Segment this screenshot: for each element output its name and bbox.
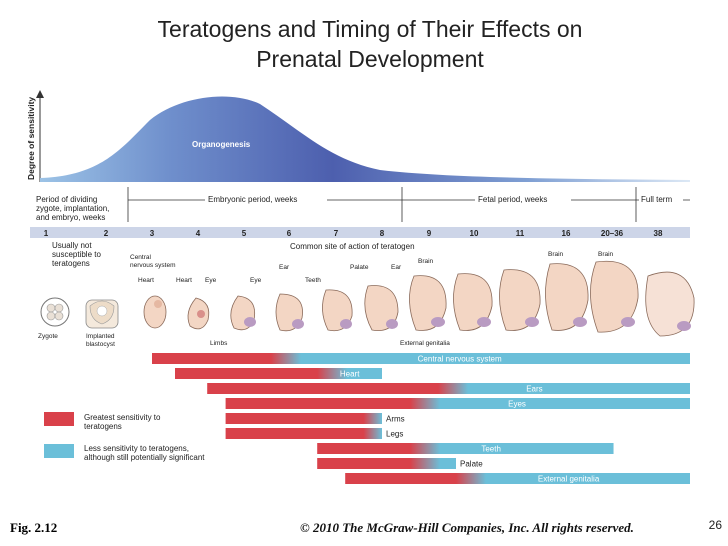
title-line-1: Teratogens and Timing of Their Effects o…: [157, 16, 583, 42]
week-labels: 1 2 3 4 5 6 7 8 9 10 11 16 20–36 38: [44, 229, 663, 238]
fetal-period-label: Fetal period, weeks: [478, 195, 547, 204]
legend-low-line-2: although still potentially significant: [84, 453, 205, 462]
week-label: 16: [562, 229, 571, 238]
sensitivity-bar: [225, 428, 382, 439]
fetus-week38: [645, 271, 695, 337]
external-genitalia-stage-label: External genitalia: [400, 340, 450, 347]
zygote-illustration: [40, 297, 70, 327]
legend-high-line-1: Greatest sensitivity to: [84, 413, 161, 422]
week-label: 20–36: [601, 229, 624, 238]
brain-label-2: Brain: [548, 251, 564, 258]
sensitivity-bar-label: External genitalia: [538, 475, 600, 484]
brain-label-3: Brain: [598, 251, 614, 258]
sensitivity-bar-label: Central nervous system: [418, 355, 502, 364]
dividing-period-line-2: zygote, implantation,: [36, 204, 109, 213]
embryo-week8: [364, 285, 399, 331]
week-label: 11: [516, 229, 525, 238]
heart-label-2: Heart: [176, 277, 192, 284]
heart-label-1: Heart: [138, 277, 154, 284]
week-label: 2: [104, 229, 109, 238]
legend-high-swatch: [44, 412, 74, 426]
ear-label-1: Ear: [279, 264, 290, 271]
dividing-period-line-3: and embryo, weeks: [36, 213, 105, 222]
week-label: 7: [334, 229, 339, 238]
not-susceptible-line-2: susceptible to: [52, 250, 101, 259]
embryo-week3: [143, 295, 167, 329]
brain-label-1: Brain: [418, 258, 434, 265]
stage-illustrations: [40, 260, 695, 337]
slide-number: 26: [708, 518, 722, 532]
blastocyst-illustration: [85, 299, 119, 329]
sensitivity-bar: [345, 473, 690, 484]
legend: Greatest sensitivity to teratogens Less …: [44, 412, 205, 462]
period-row: Period of dividing zygote, implantation,…: [36, 187, 690, 222]
sensitivity-bar-label: Arms: [386, 415, 405, 424]
ear-label-2: Ear: [391, 264, 402, 271]
fetus-week11: [499, 269, 541, 331]
embryonic-period-label: Embryonic period, weeks: [208, 195, 297, 204]
fetus-week9: [409, 275, 447, 331]
dividing-period-line-1: Period of dividing: [36, 195, 97, 204]
sensitivity-bar-label: Ears: [526, 385, 542, 394]
sensitivity-bar-label: Heart: [340, 370, 360, 379]
organogenesis-label: Organogenesis: [192, 140, 251, 149]
title-line-2: Prenatal Development: [256, 46, 484, 72]
fetus-week20-36: [590, 260, 639, 333]
week-label: 4: [196, 229, 201, 238]
week-label: 38: [654, 229, 663, 238]
week-label: 10: [470, 229, 479, 238]
legend-low-swatch: [44, 444, 74, 458]
sensitivity-bar: [317, 443, 614, 454]
cns-label-2: nervous system: [130, 262, 176, 269]
sensitivity-bar-label: Palate: [460, 460, 483, 469]
eye-label-1: Eye: [205, 277, 217, 284]
legend-low-line-1: Less sensitivity to teratogens,: [84, 444, 189, 453]
embryo-week6: [275, 293, 304, 332]
legend-high-line-2: teratogens: [84, 422, 122, 431]
week-label: 1: [44, 229, 49, 238]
blastocyst-label-2: blastocyst: [86, 341, 115, 348]
eye-label-2: Eye: [250, 277, 262, 284]
slide-title: Teratogens and Timing of Their Effects o…: [80, 14, 660, 74]
zygote-label: Zygote: [38, 333, 58, 340]
week-label: 3: [150, 229, 155, 238]
sensitivity-bar-label: Eyes: [508, 400, 526, 409]
sensitivity-bar: [225, 413, 382, 424]
embryo-week5: [230, 295, 256, 331]
y-axis-label: Degree of sensitivity: [26, 97, 36, 180]
sensitivity-bar-label: Legs: [386, 430, 403, 439]
blastocyst-label-1: Implanted: [86, 333, 115, 340]
not-susceptible-line-3: teratogens: [52, 259, 90, 268]
curve-area: [40, 96, 690, 182]
week-label: 8: [380, 229, 385, 238]
limbs-label: Limbs: [210, 340, 228, 347]
full-term-label: Full term: [641, 195, 672, 204]
sensitivity-curve: Degree of sensitivity Organogenesis: [26, 90, 690, 182]
stage-annotations: Usually not susceptible to teratogens Co…: [38, 241, 614, 348]
figure-number: Fig. 2.12: [10, 520, 58, 535]
fetus-week10: [453, 273, 493, 331]
not-susceptible-line-1: Usually not: [52, 241, 92, 250]
sensitivity-bar: [207, 383, 690, 394]
sensitivity-bar: [152, 353, 690, 364]
common-site-label: Common site of action of teratogen: [290, 242, 415, 251]
palate-label: Palate: [350, 264, 369, 271]
embryo-week7: [322, 289, 353, 332]
cns-label-1: Central: [130, 254, 152, 261]
sensitivity-bar-label: Teeth: [481, 445, 501, 454]
sensitivity-bar: [317, 458, 456, 469]
week-label: 5: [242, 229, 247, 238]
week-label: 9: [427, 229, 432, 238]
copyright-notice: © 2010 The McGraw-Hill Companies, Inc. A…: [300, 520, 634, 535]
weeks-band: [30, 227, 690, 238]
teeth-label: Teeth: [305, 277, 321, 284]
fetus-week16: [545, 263, 589, 331]
embryo-week4: [187, 297, 210, 330]
week-label: 6: [287, 229, 292, 238]
sensitivity-bar: [225, 398, 690, 409]
sensitivity-bar: [175, 368, 382, 379]
